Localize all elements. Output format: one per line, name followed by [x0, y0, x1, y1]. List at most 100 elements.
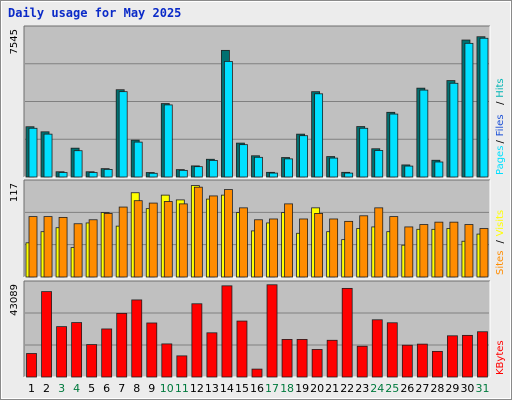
bar-kbytes-day-3: [56, 326, 67, 378]
bar-kbytes-day-6: [101, 328, 113, 378]
bar-pages-day-5: [88, 172, 98, 178]
bar-pages-day-7: [118, 91, 128, 178]
bar-sites-day-29: [449, 221, 459, 278]
x-tick-label-day-20: 20: [310, 382, 324, 395]
bar-pages-day-28: [434, 161, 444, 178]
bar-kbytes-day-19: [296, 339, 308, 378]
bar-pages-day-14: [224, 61, 233, 178]
bar-kbytes-day-26: [401, 344, 413, 378]
bar-sites-day-23: [359, 215, 369, 278]
bar-sites-day-7: [118, 206, 128, 278]
x-tick-label-day-6: 6: [103, 382, 110, 395]
x-tick-label-day-25: 25: [385, 382, 399, 395]
bar-kbytes-day-14: [221, 285, 233, 378]
bar-pages-day-13: [208, 160, 218, 178]
bar-sites-day-15: [239, 207, 248, 278]
x-tick-label-day-14: 14: [220, 382, 234, 395]
bar-pages-day-22: [344, 172, 354, 178]
bar-sites-day-22: [344, 220, 354, 278]
legend-sites: Sites: [495, 251, 506, 275]
bar-kbytes-day-22: [341, 287, 353, 378]
legend-visits: Visits: [495, 210, 506, 237]
bar-sites-day-13: [208, 195, 218, 278]
bar-pages-day-16: [254, 156, 263, 178]
bar-sites-day-11: [178, 203, 188, 278]
bar-pages-day-3: [58, 172, 68, 178]
bar-kbytes-day-31: [477, 331, 488, 378]
bar-kbytes-day-16: [251, 368, 263, 378]
bar-sites-day-1: [28, 216, 38, 278]
bar-sites-day-4: [73, 223, 83, 278]
bar-sites-day-17: [269, 218, 278, 278]
legend-hits: Hits: [495, 78, 506, 97]
bar-sites-day-21: [329, 218, 339, 278]
bar-pages-day-12: [193, 166, 203, 178]
bar-pages-day-30: [464, 42, 474, 178]
bar-sites-day-16: [254, 219, 263, 278]
bar-sites-day-3: [58, 216, 68, 278]
x-tick-label-day-23: 23: [355, 382, 369, 395]
bar-pages-day-4: [73, 150, 83, 178]
y-max-label: 43089: [9, 284, 20, 316]
bar-pages-day-21: [329, 157, 339, 178]
y-max-label: 117: [9, 183, 20, 202]
x-tick-label-day-16: 16: [250, 382, 264, 395]
bar-sites-day-26: [404, 226, 414, 278]
bar-kbytes-day-11: [176, 355, 188, 378]
bar-pages-day-31: [479, 37, 489, 178]
legend-separator: /: [495, 240, 506, 244]
bar-sites-day-8: [133, 200, 143, 278]
bar-kbytes-day-25: [386, 322, 398, 378]
bar-kbytes-day-29: [447, 335, 458, 378]
bar-kbytes-day-27: [416, 343, 428, 378]
bar-pages-day-1: [28, 127, 38, 178]
bar-pages-day-11: [178, 169, 188, 178]
bar-sites-day-12: [193, 186, 203, 278]
x-tick-label-day-1: 1: [28, 382, 35, 395]
x-tick-label-day-15: 15: [235, 382, 249, 395]
bar-pages-day-8: [133, 141, 143, 178]
bar-kbytes-day-23: [356, 345, 368, 378]
x-tick-label-day-8: 8: [133, 382, 140, 395]
bar-kbytes-day-10: [161, 343, 173, 378]
bar-sites-day-27: [419, 224, 429, 278]
bar-pages-day-26: [404, 165, 414, 178]
legend-pages: Pages: [495, 146, 506, 175]
bar-pages-day-25: [389, 113, 399, 178]
x-tick-label-day-13: 13: [205, 382, 219, 395]
bar-pages-day-23: [359, 127, 369, 178]
bar-kbytes-day-9: [146, 322, 158, 378]
y-max-label: 7545: [9, 29, 20, 54]
bar-pages-day-27: [419, 89, 429, 178]
bar-kbytes-day-21: [326, 339, 338, 378]
bar-sites-day-30: [464, 224, 474, 278]
bar-kbytes-day-20: [311, 349, 323, 378]
x-tick-label-day-18: 18: [280, 382, 294, 395]
bar-kbytes-day-8: [131, 299, 143, 378]
bar-sites-day-6: [103, 213, 113, 278]
bar-sites-day-20: [314, 213, 324, 278]
x-tick-label-day-24: 24: [370, 382, 384, 395]
bar-sites-day-18: [284, 203, 293, 278]
bar-pages-day-17: [269, 172, 278, 178]
x-tick-label-day-2: 2: [43, 382, 50, 395]
bar-kbytes-day-18: [281, 339, 293, 378]
bar-kbytes-day-4: [71, 322, 83, 378]
x-tick-label-day-12: 12: [190, 382, 204, 395]
bar-kbytes-day-2: [41, 291, 52, 378]
bar-kbytes-day-30: [462, 334, 473, 378]
bar-sites-day-2: [43, 216, 53, 278]
x-tick-label-day-5: 5: [88, 382, 95, 395]
bar-pages-day-9: [148, 172, 158, 178]
x-tick-label-day-7: 7: [118, 382, 125, 395]
bar-kbytes-day-15: [236, 320, 248, 378]
bar-sites-day-31: [479, 228, 489, 278]
bar-pages-day-19: [299, 135, 308, 178]
legend-separator: /: [495, 140, 506, 144]
legend-kbytes: KBytes: [495, 340, 506, 375]
bar-sites-day-9: [148, 202, 158, 278]
x-tick-label-day-26: 26: [400, 382, 414, 395]
bar-kbytes-day-12: [191, 303, 203, 378]
x-tick-label-day-29: 29: [445, 382, 459, 395]
